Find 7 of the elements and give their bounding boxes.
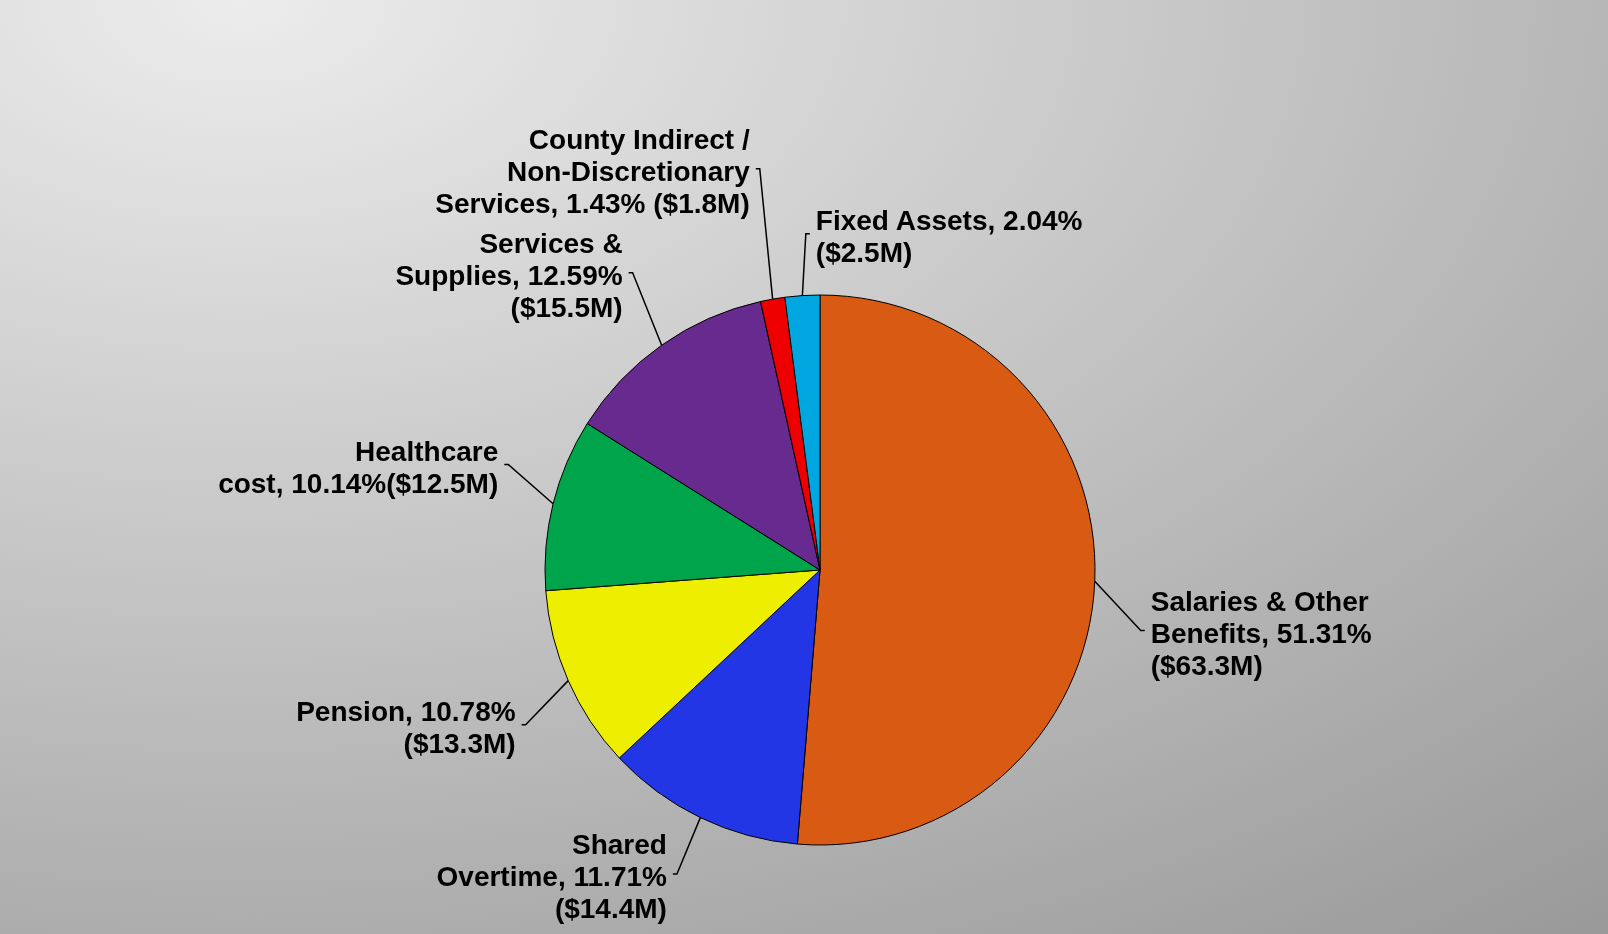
slice-label: Salaries & Other Benefits, 51.31% ($63.3M) bbox=[1150, 585, 1372, 681]
slice-label: County Indirect / Non-Discretionary Services, 1.43% ($1.8M) bbox=[435, 123, 751, 219]
slice-label: Fixed Assets, 2.04% ($2.5M) bbox=[815, 204, 1083, 268]
slice-label: Healthcare cost, 10.14%($12.5M) bbox=[218, 435, 499, 499]
slice-label: Pension, 10.78% ($13.3M) bbox=[296, 695, 516, 759]
slice-label: Services & Supplies, 12.59% ($15.5M) bbox=[395, 227, 623, 323]
slice-label: Shared Overtime, 11.71% ($14.4M) bbox=[436, 829, 668, 924]
